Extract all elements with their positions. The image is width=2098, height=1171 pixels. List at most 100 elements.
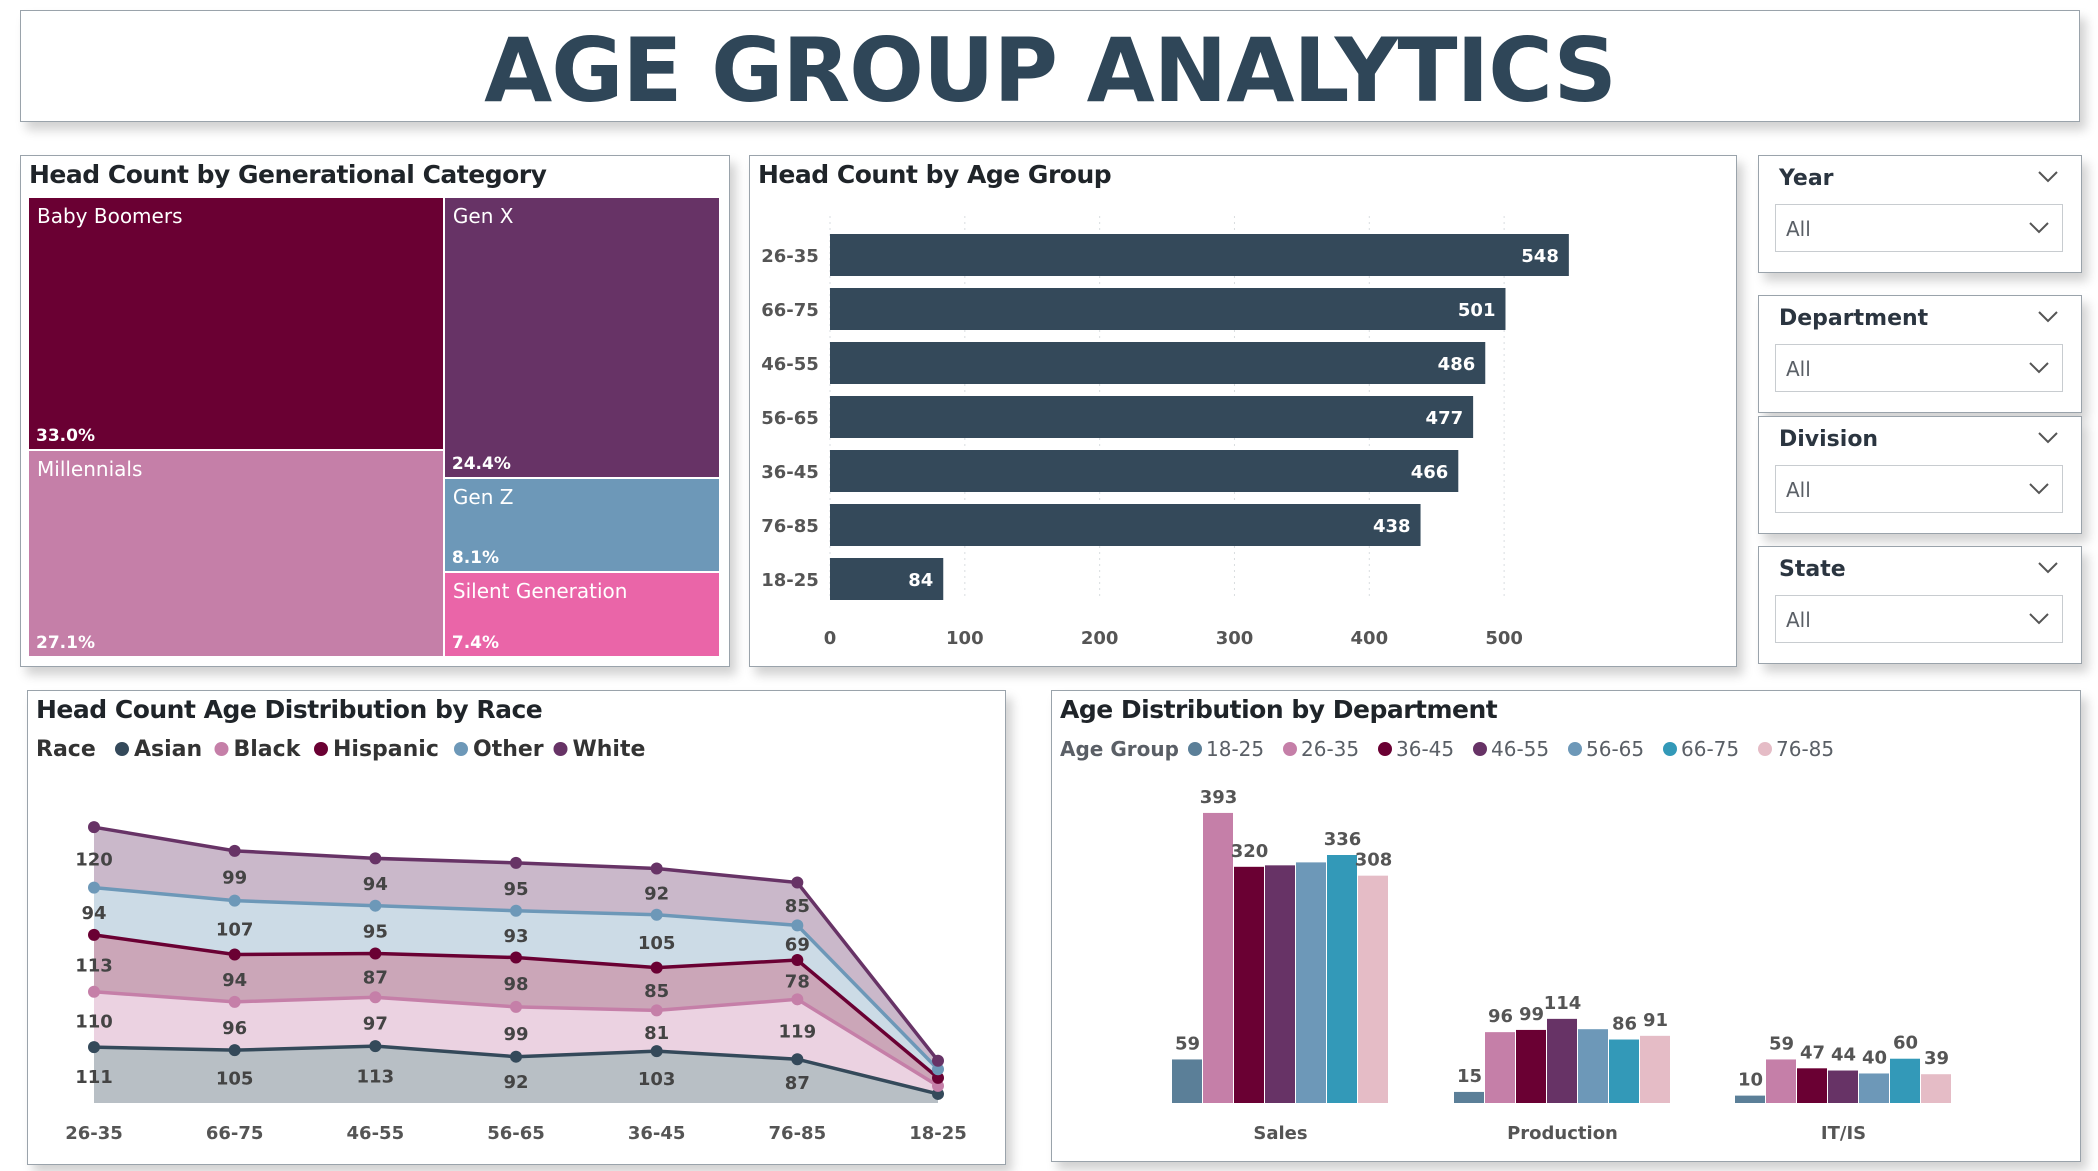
year-slicer[interactable]: Year All — [1758, 155, 2082, 273]
column-bar — [1578, 1029, 1608, 1103]
department-column-panel: Age Distribution by Department Age Group… — [1051, 690, 2081, 1162]
treemap-cell[interactable]: Baby Boomers 33.0% — [29, 198, 443, 449]
column-bar — [1265, 865, 1295, 1103]
division-slicer[interactable]: Division All — [1758, 416, 2082, 534]
x-tick-label: 26-35 — [65, 1123, 123, 1144]
area-data-label: 107 — [216, 920, 254, 941]
area-data-label: 103 — [638, 1069, 676, 1090]
department-slicer[interactable]: Department All — [1758, 295, 2082, 413]
area-data-label: 113 — [357, 1067, 395, 1088]
bar — [830, 396, 1474, 438]
chevron-down-icon[interactable] — [2037, 170, 2059, 184]
x-tick-label: 300 — [1216, 628, 1254, 649]
chevron-down-icon[interactable] — [2028, 361, 2050, 375]
column-bar — [1766, 1059, 1796, 1103]
x-tick-label: Sales — [1253, 1123, 1307, 1144]
treemap-cell[interactable]: Gen Z 8.1% — [444, 479, 719, 571]
chevron-down-icon[interactable] — [2037, 561, 2059, 575]
bar-data-label: 466 — [1411, 462, 1449, 483]
bar-data-label: 501 — [1458, 300, 1496, 321]
column-data-label: 44 — [1831, 1045, 1856, 1066]
state-slicer[interactable]: State All — [1758, 546, 2082, 664]
area-data-label: 94 — [81, 903, 106, 924]
bar-chart-title: Head Count by Age Group — [758, 160, 1112, 189]
x-tick-label: 400 — [1351, 628, 1389, 649]
bar — [830, 288, 1506, 330]
year-dropdown[interactable]: All — [1775, 204, 2063, 252]
column-bar — [1203, 812, 1233, 1103]
area-data-label: 92 — [503, 1072, 528, 1093]
column-bar — [1516, 1029, 1546, 1103]
legend-marker — [1568, 742, 1582, 756]
bar — [830, 504, 1421, 546]
area-data-label: 81 — [644, 1023, 669, 1044]
column-bar — [1735, 1095, 1765, 1103]
treemap-cell[interactable]: Gen X 24.4% — [444, 198, 719, 478]
treemap-cell[interactable]: Millennials 27.1% — [29, 450, 443, 656]
state-dropdown[interactable]: All — [1775, 595, 2063, 643]
legend-label: Other — [473, 737, 544, 762]
data-point — [510, 904, 522, 917]
column-bar — [1640, 1035, 1670, 1103]
treemap-cell-label: Gen X — [452, 204, 514, 228]
chevron-down-icon[interactable] — [2028, 221, 2050, 235]
slicer-label: Division — [1779, 427, 1879, 452]
data-point — [228, 844, 241, 857]
bar-data-label: 438 — [1373, 516, 1411, 537]
division-dropdown[interactable]: All — [1775, 465, 2063, 513]
area-data-label: 85 — [785, 896, 810, 917]
department-dropdown[interactable]: All — [1775, 344, 2063, 392]
bar-data-label: 548 — [1521, 246, 1559, 267]
column-bar — [1454, 1091, 1484, 1103]
x-tick-label: Production — [1507, 1123, 1618, 1144]
column-bar — [1609, 1039, 1639, 1103]
data-point — [932, 1063, 944, 1076]
data-point — [510, 1000, 522, 1013]
treemap-cell[interactable]: Silent Generation 7.4% — [444, 572, 719, 656]
column-data-label: 308 — [1355, 850, 1393, 871]
area-data-label: 69 — [785, 935, 810, 956]
area-data-label: 98 — [503, 974, 528, 995]
data-point — [228, 894, 241, 907]
x-tick-label: 500 — [1485, 628, 1523, 649]
legend-marker — [1758, 742, 1772, 756]
column-data-label: 336 — [1324, 829, 1362, 850]
dept-chart-title: Age Distribution by Department — [1060, 695, 1498, 724]
column-data-label: 114 — [1544, 993, 1582, 1014]
slicer-label: State — [1779, 557, 1846, 582]
data-point — [369, 1040, 382, 1053]
chevron-down-icon[interactable] — [2037, 431, 2059, 445]
area-data-label: 111 — [75, 1067, 113, 1088]
legend-label: 26-35 — [1301, 737, 1359, 761]
legend-marker — [115, 742, 129, 756]
legend-title: Age Group — [1060, 737, 1179, 761]
column-bar — [1828, 1070, 1858, 1103]
column-bar — [1547, 1018, 1577, 1103]
legend-label: 76-85 — [1776, 737, 1834, 761]
column-data-label: 59 — [1175, 1033, 1200, 1054]
area-data-label: 110 — [75, 1011, 113, 1032]
data-point — [369, 852, 382, 865]
legend-label: 66-75 — [1681, 737, 1739, 761]
treemap-area: Baby Boomers 33.0% Millennials 27.1% Gen X 24… — [29, 198, 721, 658]
legend-label: 56-65 — [1586, 737, 1644, 761]
page-title: AGE GROUP ANALYTICS — [484, 19, 1617, 122]
area-data-label: 105 — [216, 1069, 254, 1090]
bar-data-label: 477 — [1426, 408, 1464, 429]
x-tick-label: 46-55 — [347, 1123, 405, 1144]
area-data-label: 92 — [644, 884, 669, 905]
area-data-label: 113 — [75, 955, 113, 976]
x-tick-label: 56-65 — [487, 1123, 545, 1144]
x-tick-label: IT/IS — [1821, 1123, 1866, 1144]
chevron-down-icon[interactable] — [2028, 612, 2050, 626]
chevron-down-icon[interactable] — [2028, 482, 2050, 496]
column-data-label: 99 — [1519, 1004, 1544, 1025]
generational-treemap-panel: Head Count by Generational Category Baby… — [20, 155, 730, 667]
data-point — [932, 1054, 944, 1067]
chevron-down-icon[interactable] — [2037, 310, 2059, 324]
area-data-label: 94 — [363, 874, 388, 895]
column-bar — [1234, 866, 1264, 1103]
treemap-cell-percent: 24.4% — [451, 454, 511, 475]
data-point — [510, 856, 522, 869]
column-data-label: 59 — [1769, 1033, 1794, 1054]
